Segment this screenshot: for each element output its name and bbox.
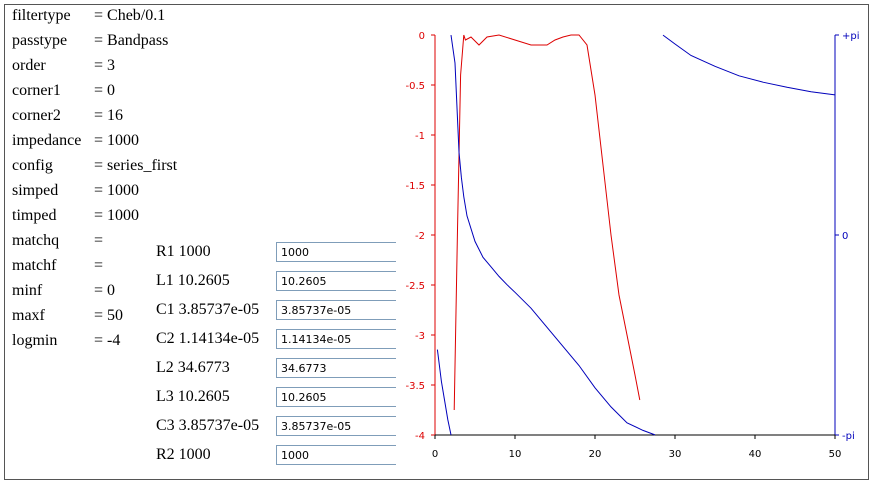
param-value: = 1000 — [94, 182, 140, 199]
component-label: C3 3.85737e-05 — [156, 417, 260, 434]
y-right-tick-label: +pi — [842, 31, 860, 42]
component-value-input[interactable] — [276, 300, 396, 320]
param-key: maxf — [12, 307, 45, 324]
param-key: corner1 — [12, 82, 61, 99]
component-label: C2 1.14134e-05 — [156, 330, 260, 347]
param-key: corner2 — [12, 107, 61, 124]
param-key: matchf — [12, 257, 57, 274]
param-value: = Bandpass — [94, 32, 169, 49]
y-left-tick-label: -0.5 — [405, 81, 425, 92]
y-left-tick-label: -1.5 — [405, 181, 425, 192]
param-value: = series_first — [94, 157, 178, 174]
param-value: = 0 — [94, 282, 116, 299]
component-value-input[interactable] — [276, 445, 396, 465]
param-value: = Cheb/0.1 — [94, 7, 166, 24]
param-key: simped — [12, 182, 59, 199]
x-tick-label: 40 — [749, 449, 762, 460]
param-value: = 1000 — [94, 132, 140, 149]
component-value-input[interactable] — [276, 358, 396, 378]
param-value: = 1000 — [94, 207, 140, 224]
param-key: passtype — [12, 32, 68, 49]
series-line-phase-2 — [662, 34, 836, 96]
param-key: impedance — [12, 132, 82, 149]
param-value: = — [94, 232, 104, 249]
y-left-tick-label: -4 — [415, 431, 425, 442]
param-value: = 50 — [94, 307, 124, 324]
series-line-phase-1 — [450, 35, 656, 436]
y-left-tick-label: -2 — [415, 231, 425, 242]
y-right-tick-label: -pi — [842, 431, 855, 442]
param-value: = — [94, 257, 104, 274]
component-value-input[interactable] — [276, 242, 396, 262]
series-line-magnitude-0 — [453, 34, 641, 411]
param-key: matchq — [12, 232, 60, 249]
param-key: config — [12, 157, 53, 174]
y-left-tick-label: -1 — [415, 131, 425, 142]
component-label: L2 34.6773 — [156, 359, 230, 376]
window-frame — [4, 4, 869, 480]
x-tick-label: 20 — [589, 449, 602, 460]
param-key: filtertype — [12, 7, 71, 24]
param-value: = 3 — [94, 57, 116, 74]
param-key: minf — [12, 282, 43, 299]
y-left-tick-label: 0 — [419, 31, 425, 42]
x-tick-label: 10 — [509, 449, 522, 460]
component-value-input[interactable] — [276, 387, 396, 407]
component-label: R1 1000 — [156, 243, 211, 260]
param-value: = -4 — [94, 332, 121, 349]
component-label: C1 3.85737e-05 — [156, 301, 260, 318]
y-right-tick-label: 0 — [842, 231, 848, 242]
param-value: = 0 — [94, 82, 116, 99]
y-left-tick-label: -3 — [415, 331, 425, 342]
component-value-input[interactable] — [276, 416, 396, 436]
x-tick-label: 30 — [669, 449, 682, 460]
y-left-tick-label: -2.5 — [405, 281, 425, 292]
y-left-tick-label: -3.5 — [405, 381, 425, 392]
component-value-input[interactable] — [276, 329, 396, 349]
x-tick-label: 0 — [432, 449, 438, 460]
series-line-phase-3 — [436, 349, 452, 436]
component-label: L1 10.2605 — [156, 272, 230, 289]
param-key: order — [12, 57, 46, 74]
component-label: L3 10.2605 — [156, 388, 230, 405]
component-label: R2 1000 — [156, 446, 211, 463]
param-key: logmin — [12, 332, 58, 349]
component-value-input[interactable] — [276, 271, 396, 291]
param-key: timped — [12, 207, 57, 224]
x-tick-label: 50 — [829, 449, 842, 460]
param-value: = 16 — [94, 107, 124, 124]
